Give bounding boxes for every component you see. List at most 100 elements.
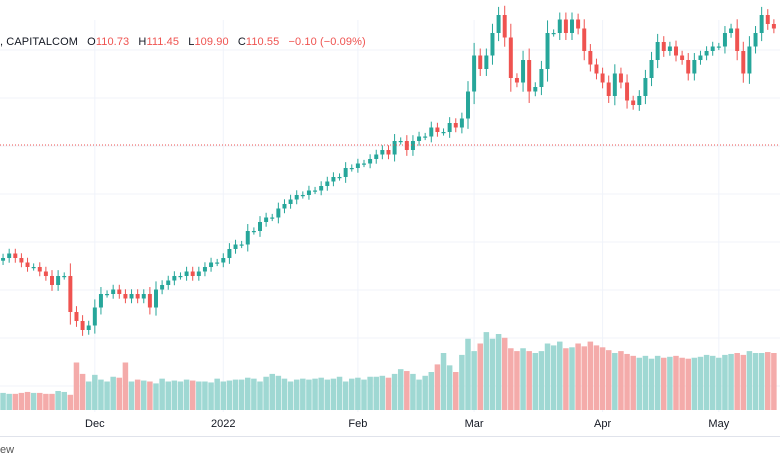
candle-body bbox=[674, 46, 678, 56]
x-tick-label: Mar bbox=[465, 418, 484, 430]
close-label: C bbox=[237, 36, 246, 48]
volume-bar bbox=[667, 356, 673, 410]
volume-bar bbox=[122, 362, 129, 410]
candle-body bbox=[362, 163, 366, 165]
volume-bar bbox=[685, 358, 691, 410]
candle-body bbox=[698, 55, 703, 60]
candle-body bbox=[25, 262, 30, 267]
volume-bar bbox=[183, 379, 190, 410]
high-value: 111.45 bbox=[146, 36, 180, 48]
candle-body bbox=[288, 199, 293, 204]
candle-body bbox=[429, 127, 434, 137]
volume-bar bbox=[740, 354, 747, 410]
candle-body bbox=[184, 271, 189, 276]
candle-body bbox=[637, 96, 642, 105]
candle-body bbox=[239, 244, 244, 246]
candle-body bbox=[686, 60, 691, 74]
candle-body bbox=[680, 55, 685, 60]
volume-bar bbox=[673, 355, 679, 410]
candle-body bbox=[50, 276, 54, 285]
candle-body bbox=[490, 33, 495, 56]
volume-bar bbox=[147, 381, 153, 410]
x-tick-label: Feb bbox=[348, 418, 367, 430]
volume-bar bbox=[654, 355, 661, 410]
volume-bar bbox=[410, 373, 416, 410]
volume-bar bbox=[501, 337, 508, 410]
volume-bar bbox=[226, 380, 233, 410]
candle-body bbox=[245, 231, 250, 245]
candle-body bbox=[258, 222, 262, 231]
volume-bar bbox=[489, 338, 496, 410]
candle-body bbox=[606, 82, 611, 96]
candle-body bbox=[570, 19, 574, 33]
candle-body bbox=[735, 28, 740, 51]
candle-body bbox=[612, 73, 617, 96]
candle-body bbox=[209, 262, 214, 267]
candle-body bbox=[392, 141, 397, 155]
candle-body bbox=[270, 217, 275, 219]
ohlc-legend: , CAPITALCOM O110.73 H111.45 L109.90 C11… bbox=[0, 36, 366, 48]
candle-body bbox=[625, 82, 630, 101]
candle-body bbox=[582, 28, 587, 51]
candle-body bbox=[325, 181, 330, 186]
candle-body bbox=[141, 294, 146, 299]
candle-body bbox=[710, 46, 715, 51]
x-tick-label: May bbox=[708, 418, 729, 430]
volume-bar bbox=[202, 381, 208, 410]
candle-body bbox=[649, 60, 654, 78]
volume-bar bbox=[330, 378, 337, 410]
volume-bar bbox=[465, 338, 471, 410]
candle-body bbox=[466, 91, 470, 119]
candle-body bbox=[747, 46, 752, 74]
volume-bar bbox=[550, 345, 557, 410]
volume-bar bbox=[477, 343, 483, 410]
volume-bar bbox=[422, 375, 428, 410]
volume-bar bbox=[165, 381, 171, 410]
volume-bar bbox=[495, 334, 502, 410]
candle-body bbox=[588, 51, 593, 65]
volume-bar bbox=[0, 392, 6, 410]
volume-bar bbox=[300, 378, 306, 410]
candle-body bbox=[92, 307, 97, 326]
volume-bar bbox=[214, 378, 220, 410]
candle-body bbox=[202, 267, 207, 272]
volume-bar bbox=[416, 379, 422, 410]
volume-bar bbox=[134, 379, 141, 410]
candle-body bbox=[508, 37, 513, 78]
volume-bar bbox=[104, 381, 110, 410]
candle-body bbox=[98, 294, 103, 308]
volume-bar bbox=[391, 373, 398, 410]
candle-body bbox=[190, 271, 195, 276]
candle-body bbox=[545, 33, 550, 69]
candle-body bbox=[129, 294, 134, 299]
volume-bar bbox=[18, 392, 25, 410]
volume-bar bbox=[404, 371, 410, 410]
candle-body bbox=[423, 136, 428, 138]
candle-body bbox=[86, 325, 91, 330]
close-value: 110.55 bbox=[245, 36, 280, 48]
candle-body bbox=[753, 33, 758, 47]
candle-body bbox=[80, 321, 85, 330]
candle-body bbox=[441, 132, 446, 134]
candle-body bbox=[215, 262, 220, 264]
volume-bar bbox=[618, 351, 624, 410]
volume-bar bbox=[92, 374, 98, 410]
volume-bar bbox=[446, 365, 453, 410]
volume-bar bbox=[263, 376, 269, 410]
volume-bar bbox=[544, 343, 551, 410]
candle-body bbox=[19, 258, 24, 263]
candle-body bbox=[557, 19, 562, 33]
candle-body bbox=[380, 150, 385, 155]
volume-bar bbox=[514, 351, 520, 410]
volume-bar bbox=[61, 391, 67, 410]
volume-bar bbox=[6, 393, 12, 410]
volume-bar bbox=[141, 380, 147, 410]
volume-bar bbox=[459, 354, 465, 410]
volume-bar bbox=[281, 378, 288, 410]
volume-bar bbox=[661, 357, 667, 410]
candle-body bbox=[56, 276, 61, 285]
candle-body bbox=[716, 46, 721, 48]
candle-body bbox=[7, 253, 12, 258]
